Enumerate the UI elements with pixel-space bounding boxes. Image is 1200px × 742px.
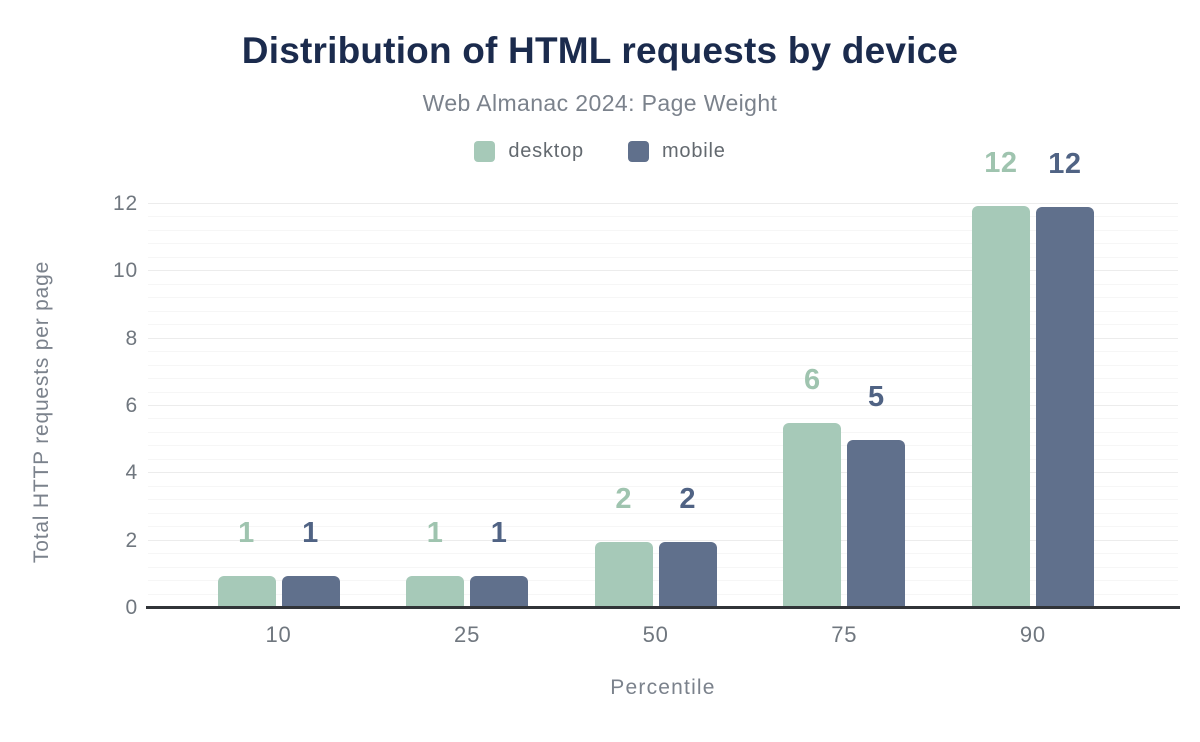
bar-value-label-mobile-p90: 12	[1048, 148, 1082, 181]
y-tick-label: 4	[125, 461, 138, 485]
legend-swatch-mobile	[627, 141, 649, 162]
y-axis-ticks: 0 2 4 6 8 10 12	[55, 192, 138, 619]
bar-value-label-desktop-p90: 12	[984, 146, 1018, 179]
bar-mobile-p25[interactable]	[470, 576, 529, 608]
bar-mobile-p10[interactable]	[281, 576, 340, 608]
y-tick-label: 0	[125, 596, 138, 619]
bar-mobile-p50[interactable]	[658, 542, 717, 608]
gridline-minor	[148, 458, 1178, 460]
bar-value-label-mobile-p75: 5	[867, 380, 885, 413]
gridline-minor	[148, 324, 1178, 326]
bar-desktop-p75[interactable]	[783, 422, 842, 608]
bar-value-label-desktop-p10: 1	[238, 517, 255, 550]
gridline-minor	[148, 418, 1178, 420]
gridline-minor	[148, 243, 1178, 245]
gridline-minor	[148, 229, 1178, 231]
bar-value-label-mobile-p25: 1	[490, 517, 508, 550]
chart-subtitle: Web Almanac 2024: Page Weight	[422, 90, 778, 116]
plot-area: 1 1 2 6 12 1 1 2 5 12	[146, 147, 1180, 609]
y-tick-label: 6	[125, 394, 138, 417]
gridline-major	[148, 337, 1178, 339]
y-tick-label: 12	[113, 192, 138, 215]
gridline-minor	[148, 431, 1178, 433]
gridline-major	[148, 203, 1178, 204]
gridline-minor	[148, 310, 1178, 312]
gridline-major	[148, 405, 1178, 406]
gridline-minor	[148, 297, 1178, 299]
bar-desktop-p25[interactable]	[406, 576, 465, 608]
x-axis-line	[146, 606, 1180, 609]
y-tick-label: 2	[125, 528, 138, 552]
legend-item-mobile[interactable]: mobile	[627, 140, 726, 163]
x-axis-title: Percentile	[610, 676, 716, 699]
gridline-minor	[148, 512, 1178, 514]
bar-value-label-desktop-p25: 1	[426, 517, 444, 550]
gridline-minor	[148, 485, 1178, 487]
legend: desktop mobile	[0, 140, 1200, 163]
bar-desktop-p50[interactable]	[594, 542, 653, 608]
x-tick-label: 25	[454, 622, 481, 647]
bar-value-label-desktop-p50: 2	[615, 483, 632, 516]
legend-swatch-desktop	[474, 141, 496, 162]
gridline-minor	[148, 351, 1178, 353]
legend-item-desktop[interactable]: desktop	[474, 140, 584, 163]
gridline-minor	[148, 378, 1178, 380]
gridline-minor	[148, 445, 1178, 447]
x-tick-label: 10	[265, 622, 292, 647]
y-axis-title: Total HTTP requests per page	[30, 260, 53, 564]
bar-desktop-p10[interactable]	[217, 576, 276, 608]
y-tick-label: 8	[125, 326, 138, 350]
bar-mobile-p90[interactable]	[1035, 207, 1094, 608]
bar-desktop-p90[interactable]	[971, 205, 1030, 608]
y-tick-label: 10	[113, 259, 138, 283]
x-tick-label: 75	[831, 622, 858, 647]
gridline-major	[148, 539, 1178, 541]
gridline-minor	[148, 364, 1178, 366]
bar-value-label-mobile-p10: 1	[302, 517, 319, 550]
x-tick-label: 90	[1019, 622, 1046, 647]
gridline-minor	[148, 499, 1178, 501]
legend-label-mobile: mobile	[661, 140, 726, 162]
bar-value-label-desktop-p75: 6	[803, 363, 821, 396]
gridline-minor	[148, 216, 1178, 218]
gridline-major	[148, 472, 1178, 474]
gridline-major	[148, 270, 1178, 272]
chart-title: Distribution of HTML requests by device	[241, 30, 959, 71]
gridline-minor	[148, 526, 1178, 528]
bar-value-label-mobile-p50: 2	[679, 483, 696, 516]
gridline-minor	[148, 256, 1178, 258]
gridline-minor	[148, 283, 1178, 285]
legend-label-desktop: desktop	[508, 140, 584, 162]
bar-mobile-p75[interactable]	[847, 439, 906, 608]
gridline-minor	[148, 391, 1178, 393]
x-tick-label: 50	[642, 622, 669, 647]
